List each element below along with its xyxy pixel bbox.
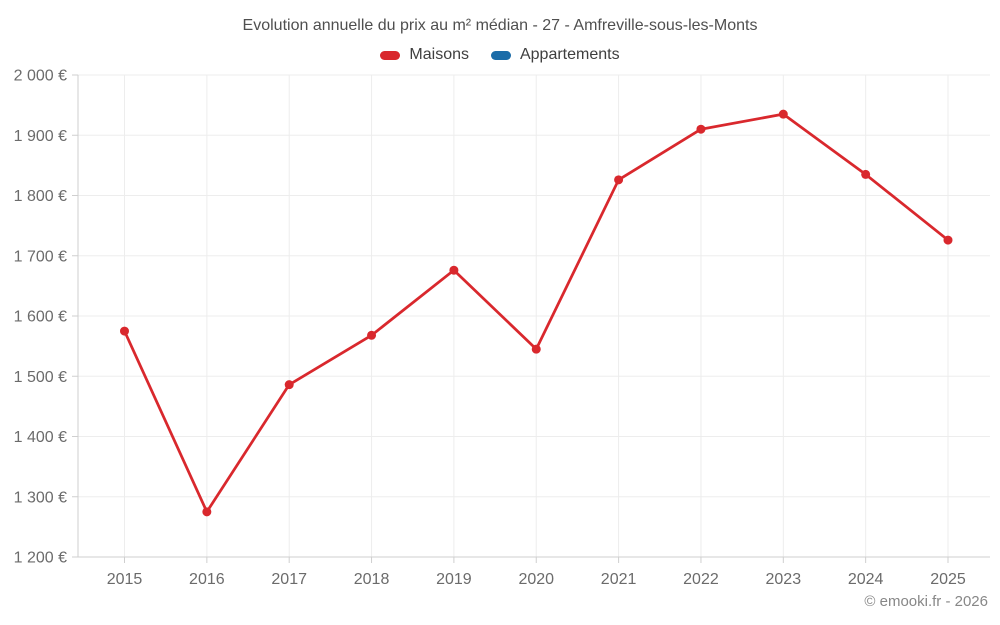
x-tick-label: 2021: [601, 571, 637, 588]
x-tick-label: 2015: [107, 571, 143, 588]
y-tick-label: 1 400 €: [14, 429, 67, 446]
data-point-maisons-2019[interactable]: [449, 265, 459, 275]
y-tick-label: 1 300 €: [14, 489, 67, 506]
data-point-maisons-2022[interactable]: [696, 124, 706, 134]
x-tick-label: 2020: [518, 571, 554, 588]
data-point-maisons-2018[interactable]: [367, 330, 377, 340]
y-tick-label: 1 600 €: [14, 309, 67, 326]
data-point-maisons-2021[interactable]: [614, 175, 624, 185]
legend-label-appartements: Appartements: [519, 46, 620, 63]
x-tick-label: 2025: [930, 571, 966, 588]
copyright-credit: © emooki.fr - 2026: [864, 593, 988, 610]
chart-title: Evolution annuelle du prix au m² médian …: [242, 17, 758, 34]
y-tick-label: 1 500 €: [14, 369, 67, 386]
x-tick-label: 2024: [848, 571, 884, 588]
data-point-maisons-2020[interactable]: [531, 344, 541, 354]
data-point-maisons-2016[interactable]: [202, 507, 212, 517]
data-point-maisons-2015[interactable]: [120, 326, 129, 336]
y-tick-label: 1 700 €: [14, 248, 67, 265]
y-tick-label: 1 200 €: [14, 550, 67, 567]
legend-swatch-maisons-icon: [380, 50, 401, 60]
legend: Maisons Appartements: [0, 46, 1000, 64]
x-tick-label: 2017: [271, 571, 307, 588]
y-tick-label: 1 900 €: [14, 128, 67, 145]
x-tick-label: 2019: [436, 571, 472, 588]
x-tick-label: 2023: [766, 571, 802, 588]
y-tick-label: 1 800 €: [14, 188, 67, 205]
x-tick-label: 2016: [189, 571, 225, 588]
data-point-maisons-2025[interactable]: [943, 235, 953, 245]
data-point-maisons-2024[interactable]: [861, 169, 871, 179]
legend-item-maisons[interactable]: Maisons: [380, 46, 469, 64]
y-tick-label: 2 000 €: [14, 68, 67, 85]
legend-label-maisons: Maisons: [409, 46, 469, 63]
x-tick-label: 2018: [354, 571, 390, 588]
legend-swatch-appartements-icon: [490, 50, 511, 60]
data-point-maisons-2017[interactable]: [284, 380, 294, 390]
data-point-maisons-2023[interactable]: [778, 109, 788, 119]
x-tick-label: 2022: [683, 571, 719, 588]
legend-item-appartements[interactable]: Appartements: [490, 46, 620, 64]
